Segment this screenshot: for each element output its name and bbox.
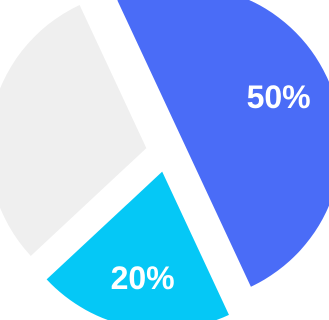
- pie-slice-unlabeled-2: [0, 4, 147, 256]
- pie-slice-20-percent: [46, 171, 229, 320]
- slice-label-20-percent: 20%: [111, 260, 175, 296]
- pie-slice-50-percent: [117, 0, 329, 287]
- slice-label-50-percent: 50%: [247, 79, 311, 115]
